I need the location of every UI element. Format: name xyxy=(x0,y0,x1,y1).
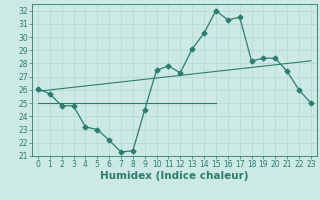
X-axis label: Humidex (Indice chaleur): Humidex (Indice chaleur) xyxy=(100,171,249,181)
